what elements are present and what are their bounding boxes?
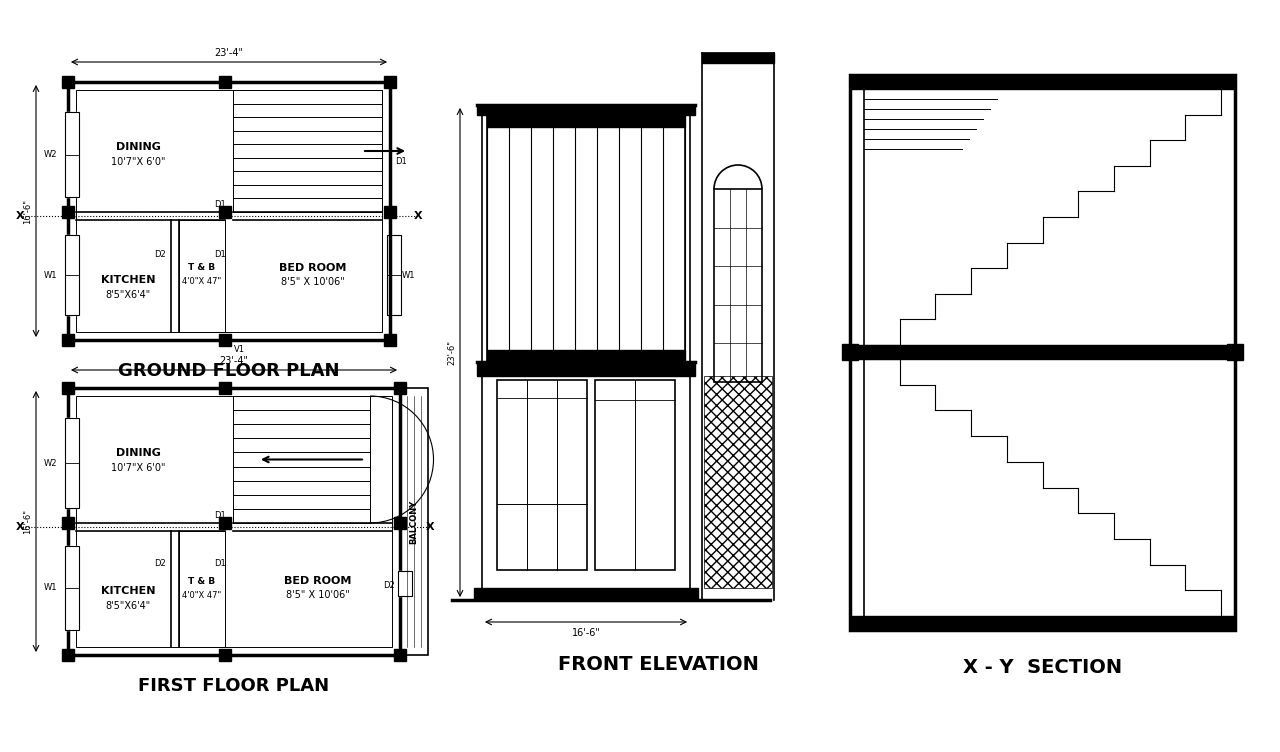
Text: V1: V1 (233, 345, 244, 354)
Bar (384, 76, 396, 88)
Bar (394, 517, 406, 529)
Bar (398, 571, 410, 596)
Text: 8'5"X6'4": 8'5"X6'4" (105, 290, 151, 300)
Text: DINING: DINING (115, 448, 160, 458)
Text: 8'5" X 10'06": 8'5" X 10'06" (280, 277, 344, 287)
Bar (65, 546, 79, 630)
Text: D1: D1 (396, 157, 407, 166)
Text: 23'-4": 23'-4" (219, 356, 248, 366)
Text: 23'-4": 23'-4" (215, 48, 243, 58)
Text: D1: D1 (214, 200, 225, 209)
Bar (384, 334, 396, 346)
Bar (497, 380, 588, 570)
Text: D2: D2 (155, 250, 166, 259)
Bar (1228, 344, 1243, 360)
Text: BALCONY: BALCONY (410, 499, 419, 544)
Text: D1: D1 (214, 511, 225, 520)
Text: T & B: T & B (188, 263, 215, 272)
Bar (65, 112, 79, 197)
Text: X: X (15, 211, 24, 221)
Bar (67, 235, 78, 315)
Text: W1: W1 (44, 584, 56, 593)
Bar (68, 82, 390, 340)
Bar (850, 616, 1235, 630)
Bar (701, 53, 774, 63)
Bar (387, 235, 401, 315)
Text: FRONT ELEVATION: FRONT ELEVATION (558, 655, 759, 674)
Bar (61, 517, 74, 529)
Bar (61, 649, 74, 661)
Text: T & B: T & B (188, 577, 215, 586)
Bar (477, 362, 695, 376)
Bar (61, 382, 74, 394)
Bar (398, 571, 412, 596)
Bar (219, 334, 230, 346)
Text: D2: D2 (155, 559, 166, 568)
Bar (219, 206, 230, 218)
Text: X: X (426, 522, 434, 532)
Text: X: X (413, 211, 422, 221)
Bar (477, 105, 695, 115)
Bar (486, 350, 685, 362)
Bar (67, 546, 78, 630)
Bar (704, 376, 772, 588)
Bar (474, 588, 698, 600)
Text: 10'7"X 6'0": 10'7"X 6'0" (111, 157, 165, 167)
Bar (714, 189, 762, 382)
Bar (394, 649, 406, 661)
Bar (61, 334, 74, 346)
Bar (67, 418, 78, 508)
Bar (850, 345, 1235, 359)
Bar (399, 388, 428, 655)
Text: BED ROOM: BED ROOM (284, 576, 351, 586)
Text: FIRST FLOOR PLAN: FIRST FLOOR PLAN (138, 677, 329, 695)
Text: W2: W2 (44, 459, 56, 468)
Bar (486, 115, 685, 127)
Bar (219, 382, 230, 394)
Text: 10'7"X 6'0": 10'7"X 6'0" (111, 463, 165, 473)
Text: W1: W1 (44, 271, 56, 280)
Bar (384, 206, 396, 218)
Bar (65, 418, 79, 508)
Text: 16'-6": 16'-6" (23, 509, 32, 534)
Text: 8'5"X6'4": 8'5"X6'4" (105, 601, 151, 611)
Text: 4'0"X 47": 4'0"X 47" (182, 590, 221, 599)
Text: DINING: DINING (115, 142, 160, 152)
Bar (219, 76, 230, 88)
Text: KITCHEN: KITCHEN (101, 275, 155, 285)
Text: 23'-6": 23'-6" (447, 340, 456, 365)
Bar (850, 75, 1235, 630)
Text: GROUND FLOOR PLAN: GROUND FLOOR PLAN (118, 362, 339, 380)
Text: 16'-6": 16'-6" (572, 628, 600, 638)
Bar (61, 76, 74, 88)
Bar (219, 517, 230, 529)
Text: W2: W2 (44, 150, 56, 159)
Text: D1: D1 (214, 250, 225, 259)
Text: 4'0"X 47": 4'0"X 47" (182, 277, 221, 287)
Text: 8'5" X 10'06": 8'5" X 10'06" (285, 590, 349, 600)
Bar (76, 396, 392, 647)
Bar (219, 649, 230, 661)
Text: KITCHEN: KITCHEN (101, 586, 155, 596)
Bar (842, 344, 858, 360)
Text: D1: D1 (214, 559, 225, 568)
Bar (394, 382, 406, 394)
Text: 16'-6": 16'-6" (23, 199, 32, 223)
Bar (61, 206, 74, 218)
Bar (486, 115, 685, 362)
Bar (850, 75, 1235, 89)
Text: BED ROOM: BED ROOM (279, 263, 346, 273)
Bar (68, 388, 399, 655)
Bar (76, 90, 381, 332)
Text: X: X (15, 522, 24, 532)
Bar (595, 380, 675, 570)
Bar (65, 235, 79, 315)
Text: D2: D2 (383, 581, 396, 590)
Text: X - Y  SECTION: X - Y SECTION (963, 658, 1123, 677)
Bar (179, 220, 225, 332)
Text: W1: W1 (401, 271, 415, 280)
Bar (179, 531, 225, 647)
Bar (67, 112, 78, 197)
